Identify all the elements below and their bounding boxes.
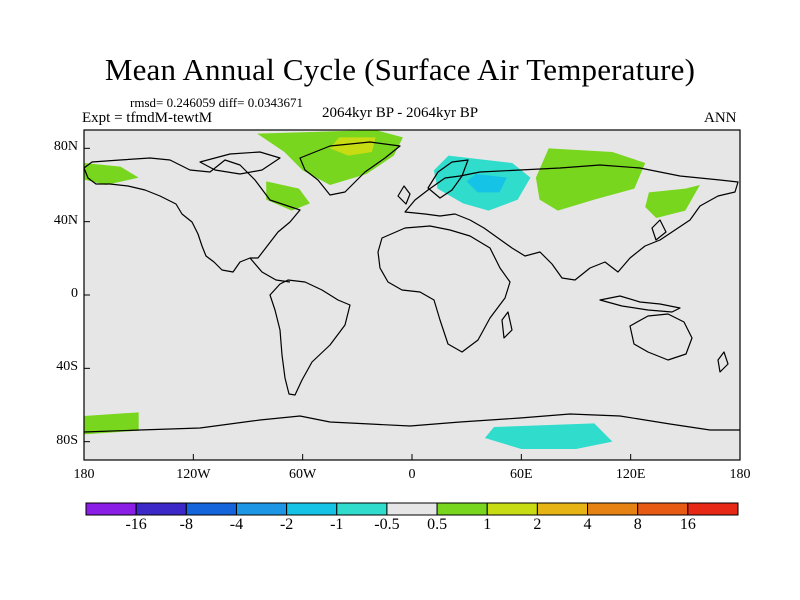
map-title: Mean Annual Cycle (Surface Air Temperatu… bbox=[104, 52, 696, 87]
coast-arctic-islands bbox=[199, 151, 281, 175]
colorbar-box bbox=[687, 502, 739, 516]
lat-tick-label: 40N bbox=[53, 212, 78, 228]
colorbar-box bbox=[135, 502, 187, 516]
colorbar-box bbox=[587, 502, 639, 516]
colorbar bbox=[85, 502, 739, 516]
coast-africa bbox=[377, 225, 511, 353]
colorbar-box bbox=[637, 502, 689, 516]
colorbar-label: 4 bbox=[583, 516, 592, 533]
colorbar-box bbox=[235, 502, 288, 516]
colorbar-box bbox=[85, 502, 137, 516]
colorbar-box bbox=[286, 502, 338, 516]
colorbar-box bbox=[536, 502, 589, 516]
coast-eurasia bbox=[404, 164, 739, 281]
region-greenland-core-warm bbox=[330, 137, 376, 156]
colorbar-label: -16 bbox=[125, 516, 147, 533]
colorbar-label: -0.5 bbox=[374, 516, 400, 533]
coast-japan bbox=[651, 219, 667, 241]
period-label: 2064kyr BP - 2064kyr BP bbox=[322, 105, 479, 121]
colorbar-label: -8 bbox=[179, 516, 193, 533]
coast-scandinavia bbox=[427, 159, 469, 199]
coast-indonesia bbox=[599, 295, 681, 313]
colorbar-box bbox=[436, 502, 488, 516]
lat-tick-label: 80S bbox=[56, 432, 78, 448]
colorbar-label: -1 bbox=[330, 516, 344, 533]
region-eastasia-warm bbox=[645, 185, 700, 218]
coast-uk bbox=[397, 185, 411, 205]
region-canada-east-warm bbox=[266, 181, 310, 211]
experiment-label: Expt = tfmdM-tewtM bbox=[82, 110, 213, 126]
coast-new-zealand bbox=[717, 351, 729, 373]
coast-australia bbox=[629, 313, 693, 361]
axis-ticks bbox=[83, 147, 741, 460]
lon-tick-label: 60W bbox=[289, 467, 317, 482]
coast-south-america bbox=[269, 279, 351, 396]
lon-tick-label: 120E bbox=[615, 467, 646, 482]
coast-greenland bbox=[299, 141, 401, 196]
colorbar-label: 1 bbox=[483, 516, 492, 533]
lon-tick-label: 120W bbox=[176, 467, 211, 482]
colorbar-box bbox=[486, 502, 538, 516]
region-russia-core-cool bbox=[466, 174, 507, 193]
lat-tick-label: 0 bbox=[71, 286, 78, 301]
region-alaska-warm bbox=[84, 163, 139, 185]
colorbar-label: -4 bbox=[229, 516, 244, 533]
colorbar-label: 0.5 bbox=[427, 516, 448, 533]
colorbar-label: -2 bbox=[279, 516, 294, 533]
colorbar-label: 16 bbox=[679, 516, 696, 533]
background-field bbox=[84, 130, 740, 460]
colorbar-box bbox=[185, 502, 237, 516]
region-southern-ocean-warm bbox=[84, 412, 139, 435]
coast-madagascar bbox=[501, 311, 513, 339]
colorbar-box bbox=[386, 502, 438, 516]
season-label: ANN bbox=[704, 110, 737, 126]
colorbar-label: 8 bbox=[633, 516, 642, 533]
colorbar-box bbox=[336, 502, 388, 516]
lon-tick-label: 60E bbox=[510, 467, 533, 482]
region-antarctica-cool bbox=[484, 423, 613, 449]
colorbar-label: 2 bbox=[533, 516, 542, 533]
lon-tick-label: 180 bbox=[73, 467, 95, 482]
lat-tick-label: 40S bbox=[56, 359, 78, 375]
stats-text: rmsd= 0.246059 diff= 0.0343671 bbox=[130, 95, 303, 110]
region-siberia-warm bbox=[535, 148, 646, 211]
coastlines bbox=[83, 141, 740, 433]
coast-central-america bbox=[249, 257, 291, 283]
lon-tick-label: 180 bbox=[729, 467, 751, 482]
lat-tick-label: 80N bbox=[53, 139, 78, 155]
lon-tick-label: 0 bbox=[408, 467, 416, 482]
coast-antarctica bbox=[83, 413, 740, 433]
